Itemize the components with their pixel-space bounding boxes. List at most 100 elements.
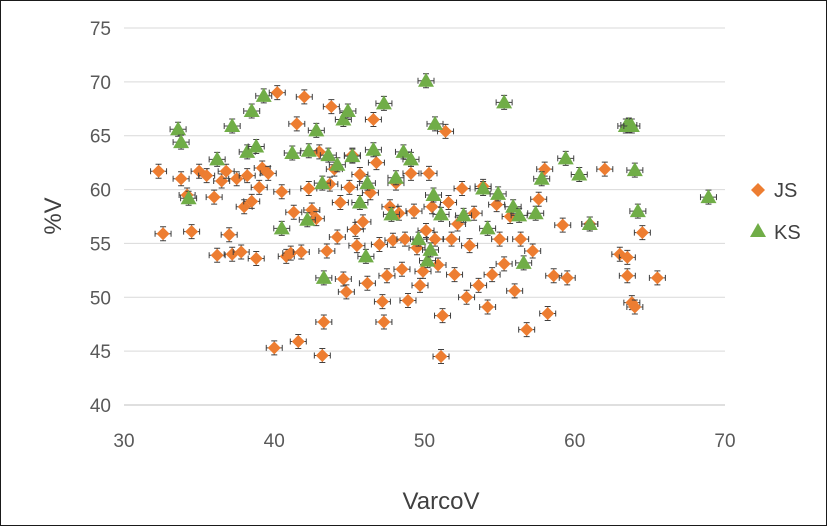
data-point-ks (422, 241, 439, 256)
data-point-js (650, 271, 664, 285)
data-point-js (200, 169, 214, 183)
data-point-js (467, 206, 481, 220)
data-point-ks (209, 151, 226, 166)
data-point-ks (490, 185, 507, 200)
x-tick-label: 30 (113, 431, 134, 452)
data-point-js (503, 210, 517, 223)
data-point-ks (425, 186, 442, 201)
data-point-js (442, 195, 456, 209)
data-point-js (360, 276, 374, 290)
data-point-js (305, 203, 319, 217)
data-point-ks (239, 143, 256, 158)
y-axis-title: %V (40, 197, 67, 234)
data-point-js (348, 222, 362, 236)
data-point-js (547, 269, 561, 283)
data-point-js (520, 323, 534, 337)
x-tick-label: 60 (564, 431, 585, 452)
legend-label-js: JS (774, 180, 797, 202)
data-point-js (490, 198, 504, 212)
data-point-ks (557, 150, 574, 165)
data-point-js (219, 164, 233, 178)
data-point-js (234, 245, 248, 259)
data-point-js (245, 194, 259, 208)
data-point-js (156, 227, 170, 241)
data-point-js (419, 224, 433, 238)
x-tick-label: 50 (414, 431, 435, 452)
data-point-js (372, 238, 386, 252)
data-point-js (353, 167, 367, 181)
data-point-js (339, 285, 353, 299)
data-point-ks (248, 138, 265, 153)
data-point-js (628, 300, 642, 314)
data-point-js (428, 232, 442, 246)
data-point-js (560, 271, 574, 285)
data-point-ks (308, 122, 325, 137)
data-point-js (249, 252, 263, 266)
data-point-js (635, 226, 649, 240)
data-point-js (434, 350, 448, 364)
data-point-js (508, 284, 522, 298)
data-point-js (284, 246, 298, 260)
data-point-js (386, 233, 400, 247)
y-tick-label: 45 (90, 342, 111, 363)
data-point-js (215, 174, 229, 188)
data-point-ks (243, 102, 260, 117)
data-point-js (541, 306, 555, 320)
data-point-js (342, 180, 356, 194)
data-points (150, 72, 717, 365)
x-tick-labels: 30 40 50 60 70 (113, 431, 735, 452)
data-point-js (413, 278, 427, 292)
x-tick-label: 70 (714, 431, 735, 452)
data-point-ks (511, 207, 528, 222)
data-point-js (460, 290, 474, 304)
data-point-ks (357, 248, 374, 263)
data-point-ks (700, 189, 717, 204)
data-point-ks (359, 175, 376, 190)
data-point-ks (344, 148, 361, 163)
legend-label-ks: KS (774, 222, 801, 244)
data-point-js (333, 195, 347, 209)
x-axis-title: VarcoV (403, 488, 480, 515)
legend-marker-ks (750, 223, 766, 237)
data-point-ks (255, 87, 272, 102)
data-point-ks (395, 143, 412, 158)
data-point-js (302, 181, 316, 195)
data-point-ks (375, 95, 392, 110)
data-point-ks (427, 115, 444, 130)
data-point-js (320, 244, 334, 258)
data-point-js (493, 232, 507, 246)
data-point-js (377, 315, 391, 329)
data-point-ks (315, 269, 332, 284)
data-point-ks (626, 162, 643, 177)
data-point-ks (410, 231, 427, 246)
data-point-ks (173, 134, 190, 149)
data-point-ks (581, 216, 598, 231)
data-point-js (407, 204, 421, 218)
gridlines (124, 27, 725, 406)
data-point-ks (533, 170, 550, 185)
data-point-js (366, 113, 380, 127)
data-point-js (369, 156, 383, 170)
y-tick-label: 60 (90, 181, 111, 202)
data-point-ks (455, 207, 472, 222)
data-point-js (324, 100, 338, 114)
data-point-js (532, 192, 546, 206)
data-point-js (472, 278, 486, 292)
data-point-js (613, 247, 627, 261)
data-point-js (445, 232, 459, 246)
data-point-ks (433, 206, 450, 221)
y-tick-label: 65 (90, 127, 111, 148)
y-tick-labels: 40 45 50 55 60 65 70 75 (90, 19, 111, 417)
data-point-js (422, 166, 436, 180)
data-point-js (336, 272, 350, 286)
y-tick-label: 70 (90, 73, 111, 94)
data-point-ks (180, 190, 197, 205)
y-tick-label: 40 (90, 396, 111, 417)
data-point-ks (300, 142, 317, 157)
data-point-js (439, 124, 453, 138)
data-point-js (350, 239, 364, 253)
data-point-ks (402, 151, 419, 166)
data-point-js (294, 245, 308, 259)
data-point-ks (224, 118, 241, 133)
